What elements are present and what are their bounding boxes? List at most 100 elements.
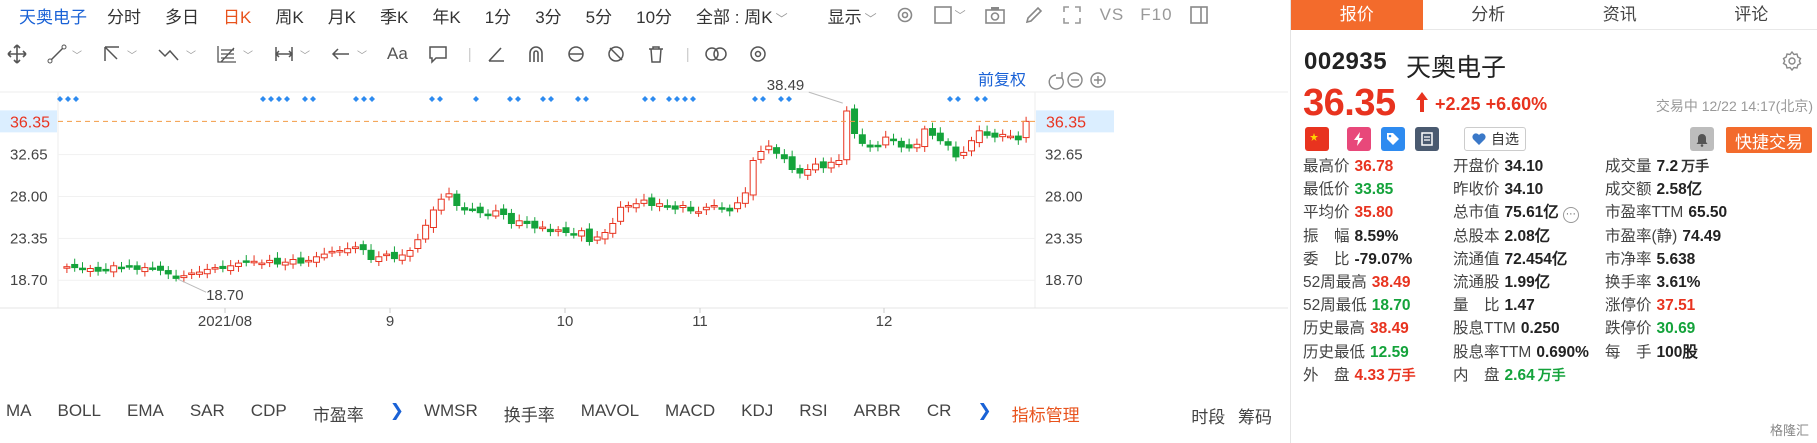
tab-comments[interactable]: 评论 — [1734, 4, 1769, 24]
text-tool-icon[interactable]: Aa — [387, 44, 408, 63]
more-icon[interactable]: ⋯ — [1562, 206, 1579, 223]
candle-body — [757, 151, 765, 160]
signal-marker — [515, 96, 521, 102]
candle-body — [445, 193, 453, 198]
arrow-left-icon[interactable]: ﹀ — [330, 44, 367, 64]
kline-chart[interactable]: 前复权 32.65 32.65 28.00 28.00 23.35 23.35 18.70 18… — [0, 71, 1288, 382]
quote-action-row: 自选 快捷交易 — [1305, 127, 1815, 155]
indicator-item[interactable]: MA — [6, 400, 32, 420]
period-tab[interactable]: 周K — [275, 7, 304, 27]
lightning-icon[interactable] — [1347, 127, 1371, 151]
stat-value: 65.50 — [1688, 204, 1728, 222]
current-price-label-left: 36.35 — [10, 114, 50, 131]
stat-cell: 股息率TTM 0.690% — [1453, 340, 1589, 362]
chevron-right-icon[interactable]: ❯ — [389, 400, 404, 420]
fib-icon[interactable]: ﹀ — [216, 44, 253, 64]
period-tabs: 分时 多日 日K 周K 月K 季K 年K 1分 3分 5分 10分 — [107, 3, 696, 28]
vs-button[interactable]: VS — [1099, 5, 1125, 24]
period-tab[interactable]: 1分 — [484, 7, 512, 27]
candle-body — [812, 163, 820, 171]
trash-icon[interactable] — [646, 44, 666, 64]
kline-svg: 前复权 32.65 32.65 28.00 28.00 23.35 23.35 18.70 18… — [0, 71, 1288, 330]
fullscreen-icon[interactable] — [1062, 5, 1082, 25]
period-tab[interactable]: 10分 — [636, 7, 673, 27]
indicator-item[interactable]: CR — [926, 400, 952, 420]
indicator-item[interactable]: RSI — [799, 400, 828, 420]
stock-code: 002935 — [1304, 48, 1388, 75]
stat-label: 最低价 — [1303, 181, 1350, 199]
stat-value: 33.85 — [1354, 181, 1394, 199]
tab-news[interactable]: 资讯 — [1602, 4, 1637, 24]
y-tick-left: 18.70 — [10, 272, 48, 289]
period-tab[interactable]: 分时 — [107, 7, 141, 27]
indicator-item[interactable]: MACD — [665, 400, 716, 420]
display-select-label: 显示 — [827, 7, 862, 27]
chips-button[interactable]: 筹码 — [1238, 408, 1272, 427]
period-tab[interactable]: 月K — [327, 7, 357, 27]
period-tab[interactable]: 5分 — [585, 7, 613, 27]
sidebar-toggle-icon[interactable] — [1189, 5, 1209, 25]
indicator-item[interactable]: BOLL — [57, 400, 101, 420]
tag-icon[interactable] — [1381, 127, 1405, 151]
range-measure-icon[interactable]: ﹀ — [273, 44, 310, 64]
camera-icon[interactable] — [984, 5, 1006, 25]
candle-body — [749, 160, 757, 196]
tab-analysis[interactable]: 分析 — [1471, 4, 1506, 24]
line-segment-icon[interactable]: ﹀ — [47, 44, 82, 64]
bell-icon[interactable] — [1690, 127, 1714, 151]
indicator-item[interactable]: SAR — [189, 400, 225, 420]
polyline-icon[interactable]: ﹀ — [102, 44, 137, 64]
candle-body — [149, 267, 157, 270]
chevron-right-icon[interactable]: ❯ — [977, 400, 992, 420]
pencil-icon[interactable] — [1024, 5, 1044, 25]
move-cross-icon[interactable] — [7, 44, 27, 64]
stock-name-link[interactable]: 天奥电子 — [19, 7, 87, 27]
color-square-icon[interactable]: ﹀ — [933, 5, 966, 25]
indicator-item[interactable]: KDJ — [741, 400, 774, 420]
indicator-manage-button[interactable]: 指标管理 — [1011, 405, 1080, 425]
compare-icon[interactable] — [704, 44, 728, 64]
document-icon[interactable] — [1415, 127, 1439, 151]
period-tab[interactable]: 日K — [223, 7, 252, 27]
hide-icon[interactable] — [606, 44, 626, 64]
period-tab[interactable]: 多日 — [165, 7, 199, 27]
display-select[interactable]: 显示 ﹀ — [828, 3, 877, 28]
tab-quote[interactable]: 报价 — [1291, 0, 1423, 30]
lock-eye-icon[interactable] — [566, 44, 586, 64]
wave-icon[interactable]: ﹀ — [157, 44, 196, 64]
f10-button[interactable]: F10 — [1140, 5, 1173, 24]
restore-toggle[interactable]: 前复权 — [978, 71, 1026, 89]
stat-label: 开盘价 — [1453, 158, 1500, 175]
period-tab[interactable]: 3分 — [535, 7, 562, 27]
magnet-icon[interactable] — [526, 44, 546, 64]
angle-icon[interactable] — [486, 44, 506, 64]
indicator-item[interactable]: 换手率 — [503, 405, 555, 425]
candle-body — [344, 248, 352, 254]
gear-icon[interactable] — [1781, 50, 1803, 72]
comment-icon[interactable] — [428, 44, 448, 64]
add-watchlist-button[interactable]: 自选 — [1464, 127, 1526, 151]
candle-body — [702, 206, 710, 211]
candle-body — [523, 220, 531, 225]
indicator-item[interactable]: WMSR — [423, 400, 478, 420]
candle-body — [195, 271, 203, 275]
scope-select[interactable]: 全部 : 周K ﹀ — [696, 3, 788, 28]
indicator-item[interactable]: ARBR — [853, 400, 901, 420]
chevron-down-icon: ﹀ — [775, 11, 788, 26]
candle-body — [515, 220, 523, 227]
candle-body — [546, 228, 554, 233]
stat-value: 75.61亿 — [1504, 204, 1559, 222]
settings-icon[interactable] — [895, 5, 915, 25]
candle-body — [289, 259, 297, 265]
indicator-item[interactable]: CDP — [250, 400, 287, 420]
indicator-item[interactable]: MAVOL — [580, 400, 640, 420]
quick-trade-button[interactable]: 快捷交易 — [1726, 127, 1812, 153]
signal-marker — [778, 96, 784, 102]
session-button[interactable]: 时段 — [1191, 408, 1226, 427]
indicator-item[interactable]: EMA — [126, 400, 164, 420]
draw-settings-icon[interactable] — [748, 44, 768, 64]
period-tab[interactable]: 年K — [432, 7, 461, 27]
period-tab[interactable]: 季K — [380, 7, 409, 27]
indicator-item[interactable]: 市盈率 — [312, 405, 364, 425]
stat-label: 52周最低 — [1303, 297, 1367, 315]
